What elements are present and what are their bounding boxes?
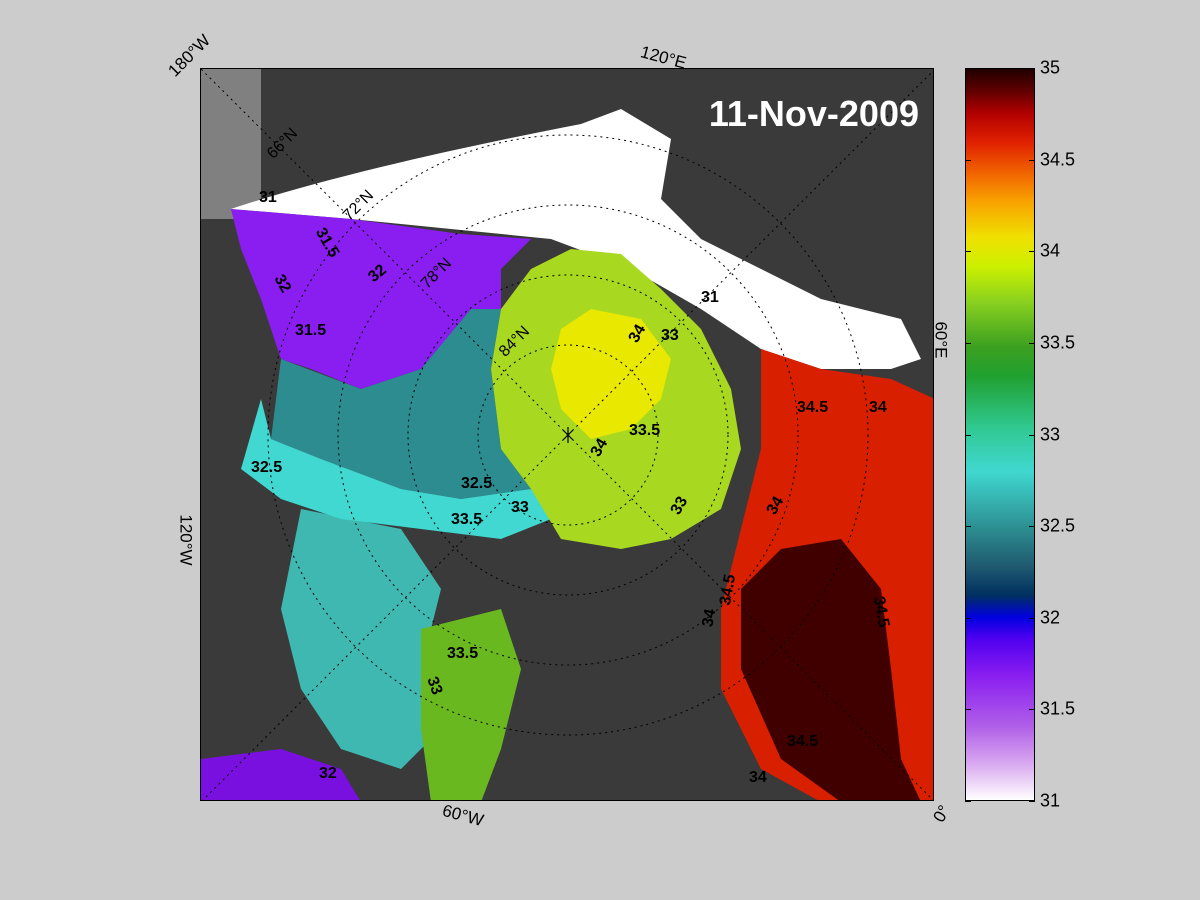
contour-label: 34 — [869, 399, 887, 416]
meridian-90w — [202, 434, 569, 800]
yellow-core-region — [551, 309, 671, 439]
salinity-map: 11-Nov-2009 66°N 72°N 78°N 84°N 31 31.5 … — [200, 68, 934, 801]
lat-circle-72 — [337, 204, 799, 666]
hudson-purple-region — [201, 749, 360, 800]
colorbar-tick-label: 32.5 — [1040, 515, 1076, 536]
colorbar-tick-mark — [1029, 159, 1035, 161]
colorbar-tick-label: 35 — [1040, 57, 1061, 78]
colorbar-tick-label: 34.5 — [1040, 149, 1076, 170]
contour-label: 33.5 — [447, 645, 479, 662]
high-salinity-core — [741, 539, 921, 800]
shelf-cyan-region — [241, 399, 551, 539]
contour-label: 34 — [749, 769, 767, 786]
lon-label-0: 0° — [929, 801, 954, 826]
contour-label: 34 — [699, 607, 720, 629]
colorbar-tick-label: 33.5 — [1040, 332, 1076, 353]
lon-label-60w: 60°W — [440, 800, 486, 831]
meridian-0 — [567, 434, 933, 800]
lon-label-120w: 120°W — [176, 514, 196, 566]
colorbar-tick-mark — [1029, 801, 1035, 802]
colorbar-tick-mark — [1029, 68, 1035, 69]
canada-basin-region — [271, 309, 531, 499]
colorbar-tick-mark — [1029, 526, 1035, 528]
greenland-land — [501, 549, 681, 800]
colorbar-tick-mark — [965, 617, 971, 619]
meridian-90e — [567, 70, 933, 436]
colorbar-tick-mark — [965, 159, 971, 161]
colorbar-tick-mark — [1029, 434, 1035, 436]
colorbar-tick-mark — [965, 68, 971, 69]
colorbar-tick-label: 32 — [1040, 607, 1061, 628]
contour-label: 34.5 — [797, 399, 829, 416]
date-label: 11-Nov-2009 — [708, 93, 919, 134]
lon-label-60e: 60°E — [931, 321, 951, 359]
contour-label: 32 — [319, 765, 337, 782]
colorbar-tick-mark — [1029, 251, 1035, 253]
lat-circle-84 — [477, 344, 659, 526]
lat-circle-78 — [407, 274, 729, 596]
colorbar-tick-label: 33 — [1040, 424, 1061, 444]
contour-label: 33 — [511, 499, 529, 516]
lat-circle-66 — [267, 134, 869, 736]
colorbar-tick-mark — [1029, 617, 1035, 619]
contour-label: 32.5 — [251, 459, 283, 476]
low-salinity-region — [231, 209, 531, 389]
contour-label: 33.5 — [451, 511, 483, 528]
contour-label: 31.5 — [295, 322, 327, 339]
baffin-bay-region — [421, 609, 521, 800]
outside-region — [201, 69, 261, 219]
contour-label: 31 — [701, 289, 719, 306]
colorbar-tick-mark — [965, 434, 971, 436]
colorbar-tick-mark — [965, 251, 971, 253]
contour-label: 32.5 — [461, 475, 493, 492]
colorbar-tick-label: 31 — [1040, 790, 1061, 811]
contour-label: 34.5 — [787, 733, 819, 750]
colorbar-tick-mark — [1029, 342, 1035, 344]
contour-label: 31 — [259, 189, 277, 206]
archipelago-channels — [281, 509, 441, 769]
meridian-180w — [201, 69, 569, 436]
colorbar-tick-label: 34 — [1040, 240, 1061, 261]
contour-label: 33.5 — [629, 422, 661, 439]
colorbar-tick-mark — [965, 526, 971, 528]
sea-ice-region — [231, 109, 921, 369]
colorbar-tick-mark — [1029, 709, 1035, 711]
colorbar-tick-mark — [965, 801, 971, 802]
colorbar-tick-mark — [965, 709, 971, 711]
colorbar-tick-label: 31.5 — [1040, 698, 1076, 719]
colorbar-tick-mark — [965, 342, 971, 344]
map-canvas — [201, 69, 933, 800]
contour-label: 33 — [661, 327, 679, 344]
colorbar — [965, 68, 1035, 801]
